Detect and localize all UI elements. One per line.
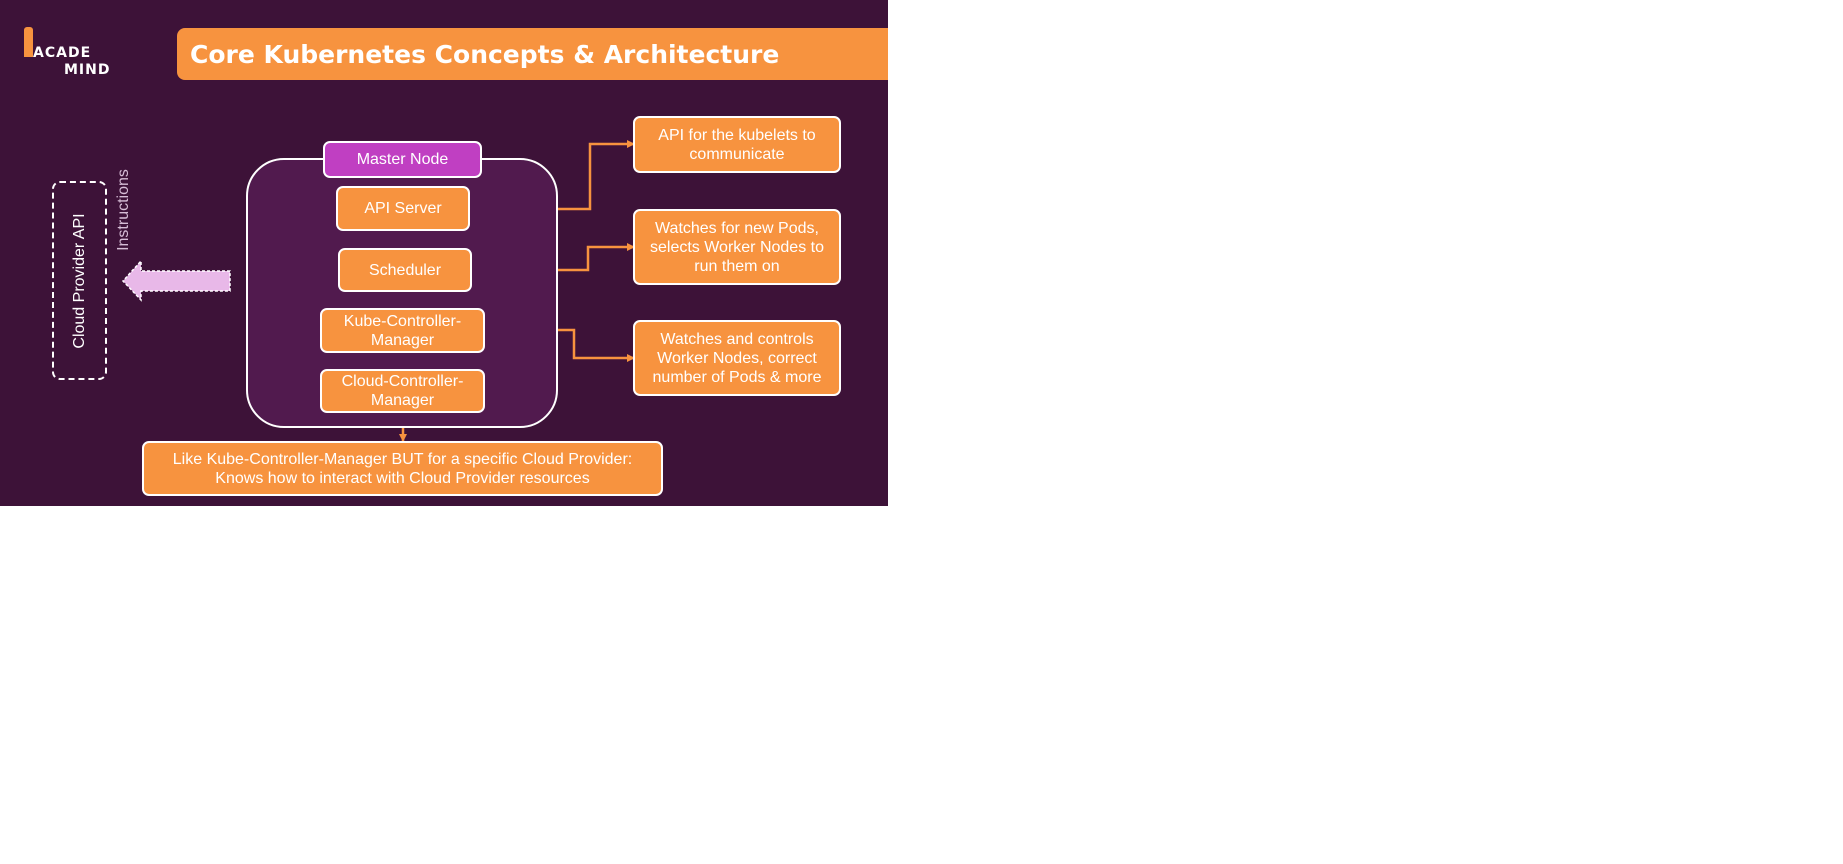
kube-controller-manager-description: Watches and controls Worker Nodes, corre… (633, 320, 841, 396)
kube-controller-manager-box: Kube-Controller-Manager (320, 308, 485, 353)
cloud-provider-api-box: Cloud Provider API (52, 181, 107, 380)
logo-text-line1: ACADE (33, 45, 92, 61)
api-server-box: API Server (336, 186, 470, 231)
scheduler-description: Watches for new Pods, selects Worker Nod… (633, 209, 841, 285)
slide-title: Core Kubernetes Concepts & Architecture (190, 40, 780, 69)
cloud-controller-manager-description: Like Kube-Controller-Manager BUT for a s… (142, 441, 663, 496)
cloud-controller-manager-box: Cloud-Controller-Manager (320, 369, 485, 413)
master-node-label: Master Node (323, 141, 482, 178)
scheduler-box: Scheduler (338, 248, 472, 292)
instructions-label: Instructions (115, 169, 132, 251)
instructions-arrow (121, 259, 231, 302)
cloud-provider-api-label: Cloud Provider API (70, 212, 88, 349)
title-bar: Core Kubernetes Concepts & Architecture (177, 28, 888, 80)
logo-text-line2: MIND (64, 62, 111, 78)
api-server-description: API for the kubelets to communicate (633, 116, 841, 173)
slide: ACADE MIND Core Kubernetes Concepts & Ar… (0, 0, 888, 506)
logo-mark (24, 27, 33, 57)
